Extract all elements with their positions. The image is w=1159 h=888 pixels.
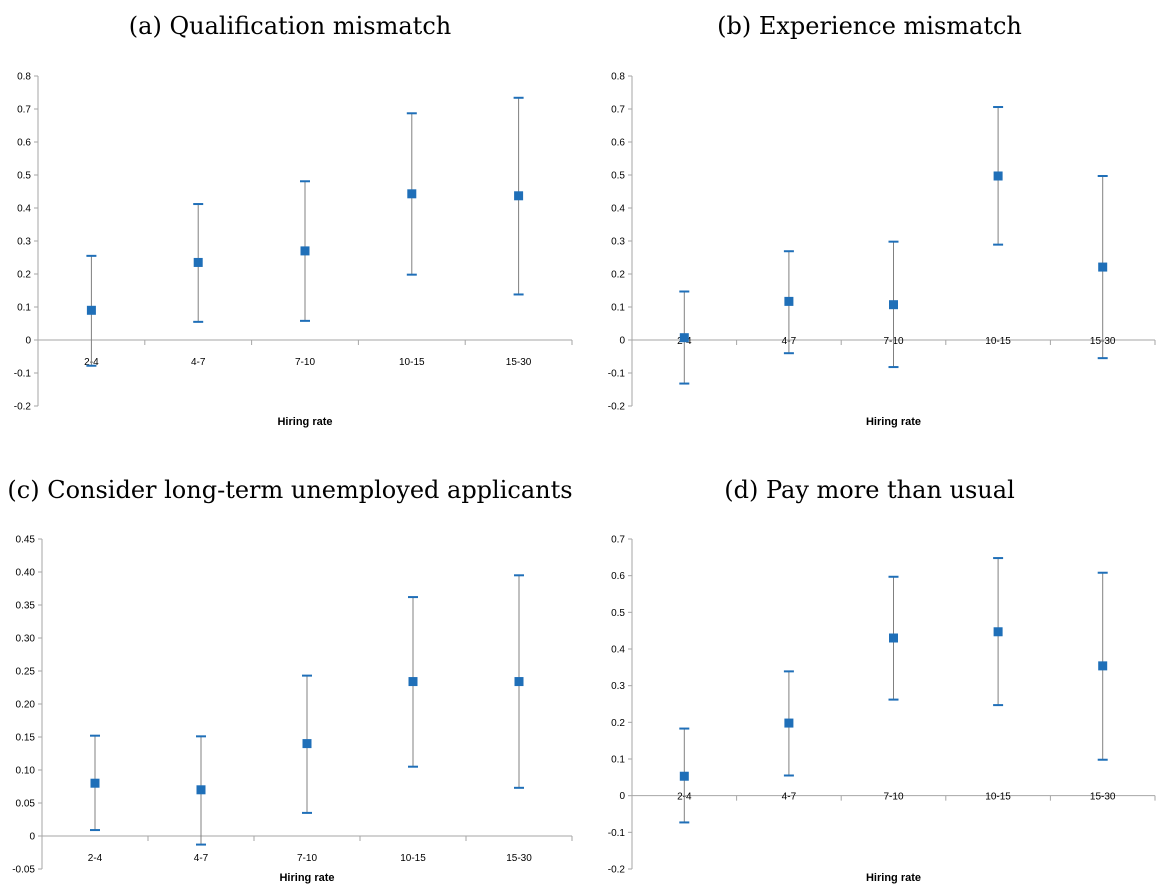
data-point (196, 785, 206, 795)
y-tick-label: 0 (619, 791, 625, 802)
y-tick-label: -0.2 (608, 865, 626, 876)
y-tick-label: -0.1 (608, 369, 626, 380)
y-tick-label: 0.5 (17, 171, 31, 182)
y-tick-label: -0.1 (608, 828, 626, 839)
data-point (993, 627, 1003, 637)
data-point (514, 677, 524, 687)
chart-plot: -0.2-0.100.10.20.30.40.50.60.70.82-44-77… (608, 72, 1156, 428)
data-point (679, 771, 689, 781)
data-point (514, 191, 524, 201)
y-tick-label: -0.05 (12, 865, 35, 876)
y-tick-label: -0.1 (14, 369, 32, 380)
x-axis-label: Hiring rate (277, 416, 332, 428)
y-tick-label: 0.4 (611, 204, 625, 215)
x-tick-label: 15-30 (1090, 792, 1116, 803)
data-point (784, 718, 794, 728)
x-tick-label: 15-30 (506, 853, 532, 864)
x-axis-label: Hiring rate (866, 416, 921, 428)
y-tick-label: 0.15 (16, 733, 36, 744)
data-point (408, 677, 418, 687)
y-tick-label: -0.2 (608, 402, 626, 413)
chart-title: (c) Consider long-term unemployed applic… (7, 476, 573, 504)
y-tick-label: 0.7 (611, 105, 625, 116)
y-tick-label: 0.30 (16, 634, 36, 645)
chart-panel-b: (b) Experience mismatch -0.2 -0.1 0 0.1 0.2 0… (580, 0, 1159, 440)
y-tick-label: 0.8 (611, 72, 625, 83)
x-tick-label: 10-15 (985, 792, 1011, 803)
y-tick-label: 0.40 (16, 568, 36, 579)
x-tick-label: 7-10 (297, 853, 317, 864)
y-tick-label: 0.35 (16, 601, 36, 612)
x-axis-label: Hiring rate (866, 872, 921, 884)
y-tick-label: 0.7 (17, 105, 31, 116)
y-tick-label: 0.8 (17, 72, 31, 83)
x-tick-label: 4-7 (782, 792, 797, 803)
data-point (407, 189, 417, 199)
y-tick-label: 0.4 (17, 204, 31, 215)
chart-plot: -0.2-0.100.10.20.30.40.50.60.72-4 4-7 7-10… (608, 535, 1156, 884)
x-tick-label: 10-15 (985, 336, 1011, 347)
chart-plot: -0.05 0 0.05 0.10 0.15 0.20 0.25 0.30 0.35 0.40 0.… (12, 535, 573, 884)
chart-panel-c: (c) Consider long-term unemployed applic… (0, 440, 580, 888)
chart-title: (d) Pay more than usual (724, 476, 1015, 504)
y-tick-label: 0 (29, 832, 35, 843)
data-point (90, 778, 100, 788)
y-tick-label: 0.4 (611, 645, 625, 656)
y-tick-label: 0.1 (17, 303, 31, 314)
y-tick-label: 0.1 (611, 303, 625, 314)
x-tick-label: 4-7 (191, 357, 206, 368)
data-point (889, 300, 898, 310)
chart-title: (a) Qualification mismatch (128, 12, 452, 40)
y-tick-label: 0.5 (611, 608, 625, 619)
y-tick-label: 0.6 (17, 138, 31, 149)
y-tick-label: 0.3 (17, 237, 31, 248)
y-tick-label: 0.05 (16, 799, 36, 810)
data-point (300, 246, 310, 256)
data-point (993, 171, 1003, 181)
y-tick-label: -0.2 (14, 402, 32, 413)
y-tick-label: 0.6 (611, 571, 625, 582)
data-point (889, 633, 898, 643)
x-tick-label: 4-7 (194, 853, 209, 864)
y-tick-label: 0.20 (16, 700, 36, 711)
data-point (1098, 661, 1108, 671)
y-tick-label: 0.45 (16, 535, 36, 546)
data-point (679, 333, 689, 343)
x-tick-label: 10-15 (399, 357, 425, 368)
y-tick-label: 0 (25, 336, 31, 347)
y-tick-label: 0.2 (611, 718, 625, 729)
x-tick-label: 7-10 (883, 792, 903, 803)
y-tick-label: 0.25 (16, 667, 36, 678)
data-point (784, 296, 794, 306)
y-tick-label: 0.1 (611, 755, 625, 766)
data-point (1098, 262, 1108, 272)
y-tick-label: 0.7 (611, 535, 625, 546)
data-point (302, 739, 312, 749)
y-tick-label: 0.3 (611, 237, 625, 248)
x-tick-label: 15-30 (506, 357, 532, 368)
chart-panel-a: (a) Qualification mismatch -0.2 -0.1 0 0.1 0… (0, 0, 580, 440)
y-tick-label: 0.3 (611, 681, 625, 692)
y-tick-label: 0.2 (17, 270, 31, 281)
y-tick-label: 0.5 (611, 171, 625, 182)
y-tick-label: 0.6 (611, 138, 625, 149)
y-tick-label: 0.10 (16, 766, 36, 777)
x-axis-label: Hiring rate (279, 872, 334, 884)
data-point (86, 305, 96, 315)
y-tick-label: 0.2 (611, 270, 625, 281)
chart-title: (b) Experience mismatch (717, 12, 1022, 40)
chart-panel-d: (d) Pay more than usual -0.2 -0.1 0 0.1 0.2 0… (580, 440, 1159, 888)
x-tick-label: 2-4 (88, 853, 103, 864)
x-tick-label: 10-15 (400, 853, 426, 864)
y-tick-label: 0 (619, 336, 625, 347)
data-point (193, 257, 203, 267)
x-tick-label: 7-10 (295, 357, 315, 368)
